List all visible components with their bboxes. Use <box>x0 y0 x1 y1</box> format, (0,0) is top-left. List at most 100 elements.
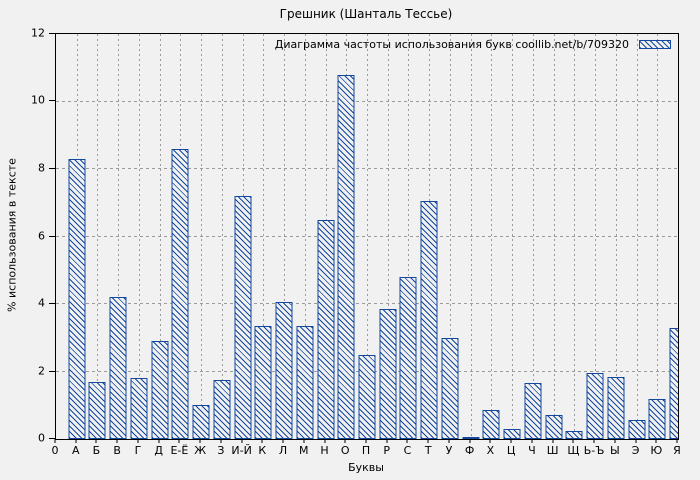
gridline-vertical <box>118 34 120 439</box>
y-tick-mark <box>49 370 55 372</box>
gridline-vertical <box>615 34 617 439</box>
x-tick-mark <box>572 439 574 443</box>
x-tick-label-С: С <box>403 444 412 457</box>
bar-М <box>296 325 314 439</box>
x-tick-mark <box>469 439 471 443</box>
gridline-vertical <box>595 34 597 439</box>
plot-area: Диаграмма частоты использования букв coo… <box>55 33 679 440</box>
y-tick-mark <box>49 167 55 169</box>
bar-Ч <box>524 383 542 439</box>
x-tick-label-Е-Ё: Е-Ё <box>170 444 189 457</box>
gridline-vertical <box>221 34 223 439</box>
bar-Ы <box>607 376 625 439</box>
bar-Н <box>317 219 335 439</box>
bar-Э <box>628 420 646 439</box>
y-tick-mark <box>49 235 55 237</box>
bar-Х <box>482 410 500 439</box>
gridline-vertical <box>657 34 659 439</box>
bar-И-Й <box>234 196 252 439</box>
x-tick-label-origin: 0 <box>51 444 59 457</box>
gridline-vertical <box>470 34 472 439</box>
bar-П <box>358 354 376 439</box>
x-tick-label-Ч: Ч <box>528 444 536 457</box>
y-tick-label: 10 <box>31 93 45 107</box>
gridline-vertical <box>284 34 286 439</box>
bar-С <box>399 277 417 439</box>
x-tick-mark <box>282 439 284 443</box>
x-tick-label-Н: Н <box>320 444 329 457</box>
bar-Щ <box>565 430 583 439</box>
y-tick-label: 4 <box>38 296 45 310</box>
bar-Д <box>151 341 169 439</box>
x-tick-label-О: О <box>340 444 350 457</box>
x-tick-label-Х: Х <box>486 444 495 457</box>
x-tick-label-М: М <box>299 444 309 457</box>
x-tick-mark <box>158 439 160 443</box>
x-axis-tick-labels: 0 А Б В Г Д Е-Ё Ж З И-Й К Л М Н О П Р С Т У Ф Х Ц Ч Ш Щ Ь-Ъ Ы Э Ю Я <box>51 444 681 458</box>
bar-К <box>254 325 272 439</box>
y-axis-tick-labels: 0 2 4 6 8 10 12 <box>0 27 45 445</box>
x-tick-mark <box>303 439 305 443</box>
bar-Я <box>669 327 678 439</box>
bar-Т <box>420 201 438 439</box>
gridline-vertical <box>512 34 514 439</box>
y-tick-label: 8 <box>38 161 45 175</box>
x-tick-mark <box>365 439 367 443</box>
gridline-vertical <box>408 34 410 439</box>
x-tick-mark <box>199 439 201 443</box>
x-tick-mark <box>655 439 657 443</box>
y-tick-mark <box>49 302 55 304</box>
x-tick-mark <box>427 439 429 443</box>
x-tick-mark <box>95 439 97 443</box>
y-tick-label: 2 <box>38 364 45 377</box>
x-tick-label-Б: Б <box>92 444 101 457</box>
gridline-vertical <box>201 34 203 439</box>
bar-Ж <box>192 405 210 439</box>
bar-З <box>213 379 231 439</box>
y-tick-label: 6 <box>38 229 45 242</box>
gridline-vertical <box>553 34 555 439</box>
x-tick-label-Ю: Ю <box>650 444 663 457</box>
x-tick-label-З: З <box>217 444 225 457</box>
x-tick-mark <box>324 439 326 443</box>
x-tick-label-Д: Д <box>154 444 163 457</box>
x-tick-label-Ц: Ц <box>506 444 516 457</box>
x-tick-label-Т: Т <box>424 444 432 457</box>
x-tick-label-Ы: Ы <box>609 444 620 457</box>
bar-А <box>68 158 86 439</box>
x-tick-label-Л: Л <box>278 444 288 457</box>
bar-Р <box>379 309 397 439</box>
gridline-vertical <box>263 34 265 439</box>
x-tick-label-У: У <box>445 444 453 457</box>
x-tick-mark <box>137 439 139 443</box>
bar-Ф <box>462 436 480 439</box>
x-tick-label-Щ: Щ <box>567 444 580 457</box>
bar-В <box>109 297 127 439</box>
x-tick-mark <box>116 439 118 443</box>
x-tick-label-К: К <box>258 444 267 457</box>
x-tick-label-Ь-Ъ: Ь-Ъ <box>583 444 605 457</box>
x-tick-label-Ф: Ф <box>464 444 475 457</box>
x-tick-mark <box>510 439 512 443</box>
y-tick-label: 0 <box>38 431 45 445</box>
y-axis-title: % использования в тексте <box>5 158 19 312</box>
gridline-vertical <box>491 34 493 439</box>
x-tick-mark <box>241 439 243 443</box>
x-tick-mark <box>54 439 56 443</box>
x-tick-label-П: П <box>361 444 371 457</box>
x-tick-mark <box>676 439 678 443</box>
x-tick-label-В: В <box>113 444 121 457</box>
x-tick-mark <box>614 439 616 443</box>
x-tick-label-И-Й: И-Й <box>231 444 252 457</box>
x-tick-mark <box>552 439 554 443</box>
legend: Диаграмма частоты использования букв coo… <box>275 38 671 51</box>
y-tick-label: 12 <box>31 26 45 40</box>
x-tick-label-Ж: Ж <box>194 444 207 457</box>
x-tick-mark <box>220 439 222 443</box>
gridline-vertical <box>367 34 368 439</box>
bar-Ь-Ъ <box>586 373 604 439</box>
bar-Г <box>130 378 148 439</box>
y-axis-ticks <box>48 33 55 439</box>
gridline-vertical <box>159 34 161 439</box>
